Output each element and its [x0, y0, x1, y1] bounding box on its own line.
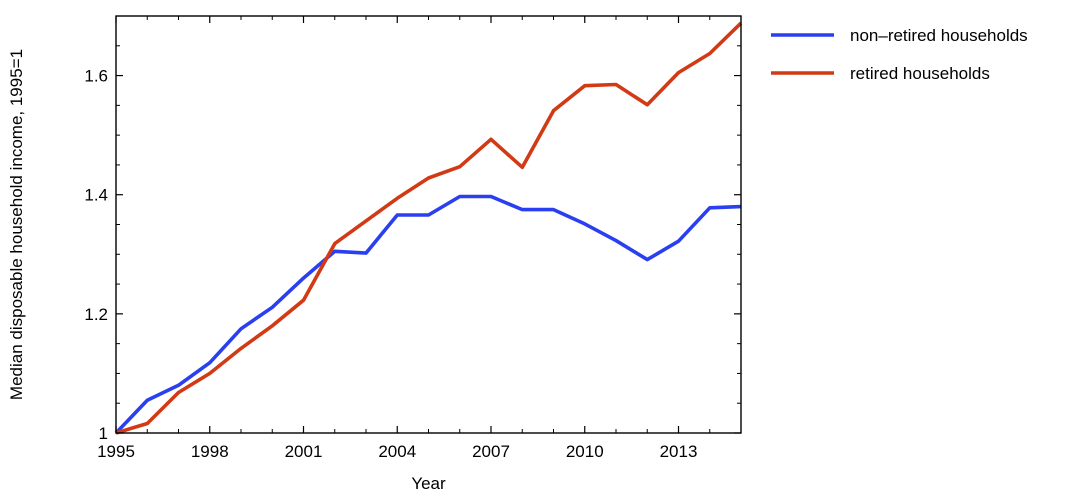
x-tick-label: 2004 [378, 442, 416, 461]
x-tick-label: 1995 [97, 442, 135, 461]
series-line-retired [115, 21, 743, 435]
y-tick-label: 1.4 [84, 186, 108, 205]
y-tick-label: 1.6 [84, 67, 108, 86]
series-line-non-retired [114, 194, 742, 435]
x-axis-title: Year [411, 474, 446, 493]
legend-label-non-retired: non–retired households [850, 26, 1028, 45]
x-tick-label: 2013 [660, 442, 698, 461]
x-tick-label: 2001 [285, 442, 323, 461]
plot-frame [115, 15, 742, 434]
series-lines [114, 21, 743, 435]
axis-tick-labels: 1995 1998 2001 2004 2007 2010 2013 1 1.2 1.4 1.6 [84, 67, 697, 461]
legend-label-retired: retired households [850, 64, 990, 83]
x-tick-label: 2010 [566, 442, 604, 461]
axis-ticks [115, 15, 742, 434]
y-axis-title: Median disposable household income, 1995… [7, 49, 26, 400]
x-tick-label: 2007 [472, 442, 510, 461]
y-tick-label: 1.2 [84, 305, 108, 324]
x-tick-label: 1998 [191, 442, 229, 461]
legend: non–retired households retired households [771, 26, 1028, 83]
y-tick-label: 1 [99, 424, 108, 443]
